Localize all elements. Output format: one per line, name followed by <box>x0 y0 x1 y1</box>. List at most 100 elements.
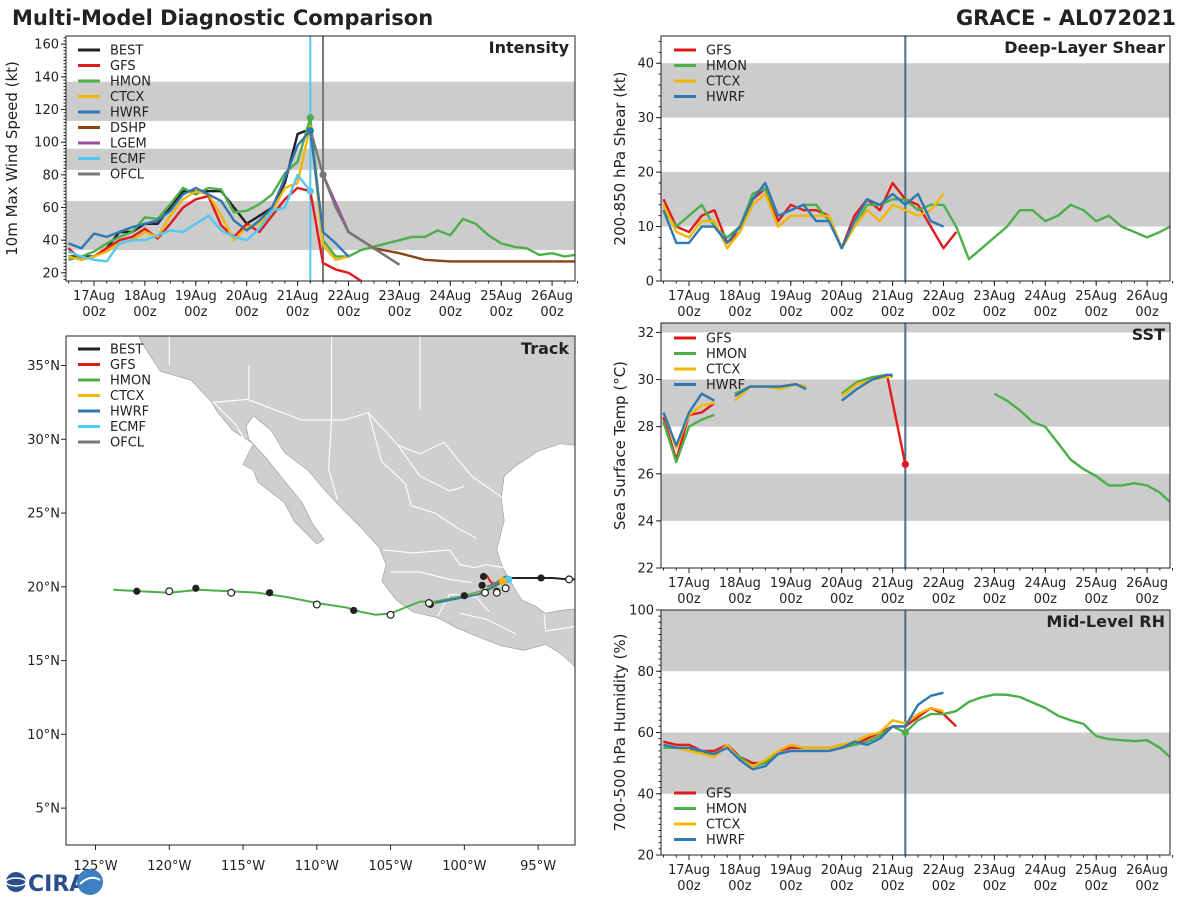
track-point-00z <box>537 574 545 582</box>
x-tick-label: 18Aug 00z <box>124 289 166 320</box>
x-tick-hour: 00z <box>677 879 701 894</box>
y-tick-label: 20 <box>637 166 654 181</box>
track-line-ofcl <box>486 578 502 588</box>
track-point-00z <box>192 584 200 592</box>
political-border <box>367 412 412 506</box>
x-tick-date: 21Aug <box>872 576 914 591</box>
legend-label: HMON <box>110 75 151 90</box>
legend-label: GFS <box>110 358 136 373</box>
x-tick-label: 23Aug 00z <box>378 289 420 320</box>
track-point-00z <box>478 581 486 589</box>
logo-text: CIRA <box>28 872 86 897</box>
x-tick-date: 20Aug <box>226 289 268 304</box>
series-group <box>663 691 1170 771</box>
x-tick-hour: 00z <box>337 305 361 320</box>
x-tick-date: 22Aug <box>923 576 965 591</box>
series-line-gfs <box>886 376 907 465</box>
x-tick-hour: 00z <box>1034 305 1058 320</box>
x-tick-hour: 00z <box>881 879 905 894</box>
legend-label: HMON <box>706 59 747 74</box>
track-point-00z <box>133 587 141 595</box>
x-tick-label: 19Aug 00z <box>770 576 812 607</box>
x-tick-date: 26Aug <box>531 289 573 304</box>
political-border <box>459 612 517 635</box>
x-tick-label: 26Aug 00z <box>531 289 573 320</box>
series-group <box>662 373 1170 503</box>
x-tick-hour: 00z <box>830 879 854 894</box>
legend-label: OFCL <box>110 168 145 183</box>
x-tick-date: 25Aug <box>1075 289 1117 304</box>
x-tick-label: 26Aug 00z <box>1126 289 1168 320</box>
track-point-12z <box>565 575 574 584</box>
legend-label: DSHP <box>110 121 146 136</box>
x-tick-date: 24Aug <box>1024 289 1066 304</box>
x-tick-hour: 00z <box>728 305 752 320</box>
x-tick-label: 24Aug 00z <box>429 289 471 320</box>
globe-icon <box>6 872 26 892</box>
track-point-00z <box>350 606 358 615</box>
y-tick-label: 20 <box>42 266 59 281</box>
y-tick-label: 30 <box>637 111 654 126</box>
panel-title: Intensity <box>489 38 570 57</box>
cira-logo: CIRA <box>5 869 103 897</box>
x-tick-hour: 00z <box>388 305 412 320</box>
y-tick-label: 25°N <box>27 507 60 522</box>
map-layer <box>113 336 575 667</box>
x-tick-hour: 00z <box>1135 879 1159 894</box>
y-tick-label: 15°N <box>27 654 60 669</box>
x-tick-date: 25Aug <box>1075 863 1117 878</box>
x-tick-hour: 00z <box>1085 879 1109 894</box>
track-panel: 125°W 120°W 115°W 110°W 105°W 100°W 95°W5°N10°… <box>27 335 576 874</box>
x-tick-date: 20Aug <box>821 289 863 304</box>
threshold-band <box>661 323 1170 333</box>
x-tick-label: 22Aug 00z <box>328 289 370 320</box>
current-position-marker-ecmf <box>504 575 513 584</box>
x-tick-date: 24Aug <box>429 289 471 304</box>
track-line-hwrf <box>434 578 507 604</box>
y-tick-label: 30 <box>637 373 654 388</box>
x-tick-date: 18Aug <box>719 576 761 591</box>
legend-label: HWRF <box>706 833 745 848</box>
x-tick-hour: 00z <box>983 879 1007 894</box>
x-tick-hour: 00z <box>830 305 854 320</box>
x-tick-date: 20Aug <box>821 576 863 591</box>
x-tick-label: 21Aug 00z <box>277 289 319 320</box>
y-tick-label: 10°N <box>27 728 60 743</box>
legend-label: CTCX <box>110 90 144 105</box>
political-border <box>383 549 461 566</box>
x-tick-hour: 00z <box>82 305 106 320</box>
x-tick-hour: 00z <box>439 305 463 320</box>
current-marker-gfs <box>901 460 909 468</box>
land-area <box>138 336 575 667</box>
x-tick-label: 26Aug 00z <box>1126 863 1168 894</box>
x-tick-date: 25Aug <box>1075 576 1117 591</box>
x-tick-hour: 00z <box>830 592 854 607</box>
current-marker-ecmf <box>306 187 314 195</box>
x-tick-label: 100°W <box>442 859 486 874</box>
x-tick-date: 20Aug <box>821 863 863 878</box>
x-tick-date: 17Aug <box>73 289 115 304</box>
x-tick-label: 23Aug 00z <box>973 863 1015 894</box>
x-tick-date: 24Aug <box>1024 863 1066 878</box>
x-tick-label: 25Aug 00z <box>480 289 522 320</box>
x-tick-date: 24Aug <box>1024 576 1066 591</box>
x-tick-label: 22Aug 00z <box>923 863 965 894</box>
x-tick-date: 19Aug <box>175 289 217 304</box>
x-tick-hour: 00z <box>983 305 1007 320</box>
x-tick-label: 18Aug 00z <box>719 576 761 607</box>
y-tick-label: 35°N <box>27 359 60 374</box>
x-tick-label: 26Aug 00z <box>1126 576 1168 607</box>
x-tick-date: 19Aug <box>770 863 812 878</box>
track-point-00z <box>460 592 468 600</box>
series-line-hwrf <box>662 392 715 447</box>
x-tick-date: 18Aug <box>719 289 761 304</box>
track-point-12z <box>312 600 321 609</box>
threshold-band <box>661 473 1170 521</box>
x-tick-hour: 00z <box>286 305 310 320</box>
x-tick-hour: 00z <box>779 305 803 320</box>
series-group <box>67 114 575 281</box>
legend-label: BEST <box>110 44 143 59</box>
x-tick-date: 21Aug <box>872 863 914 878</box>
